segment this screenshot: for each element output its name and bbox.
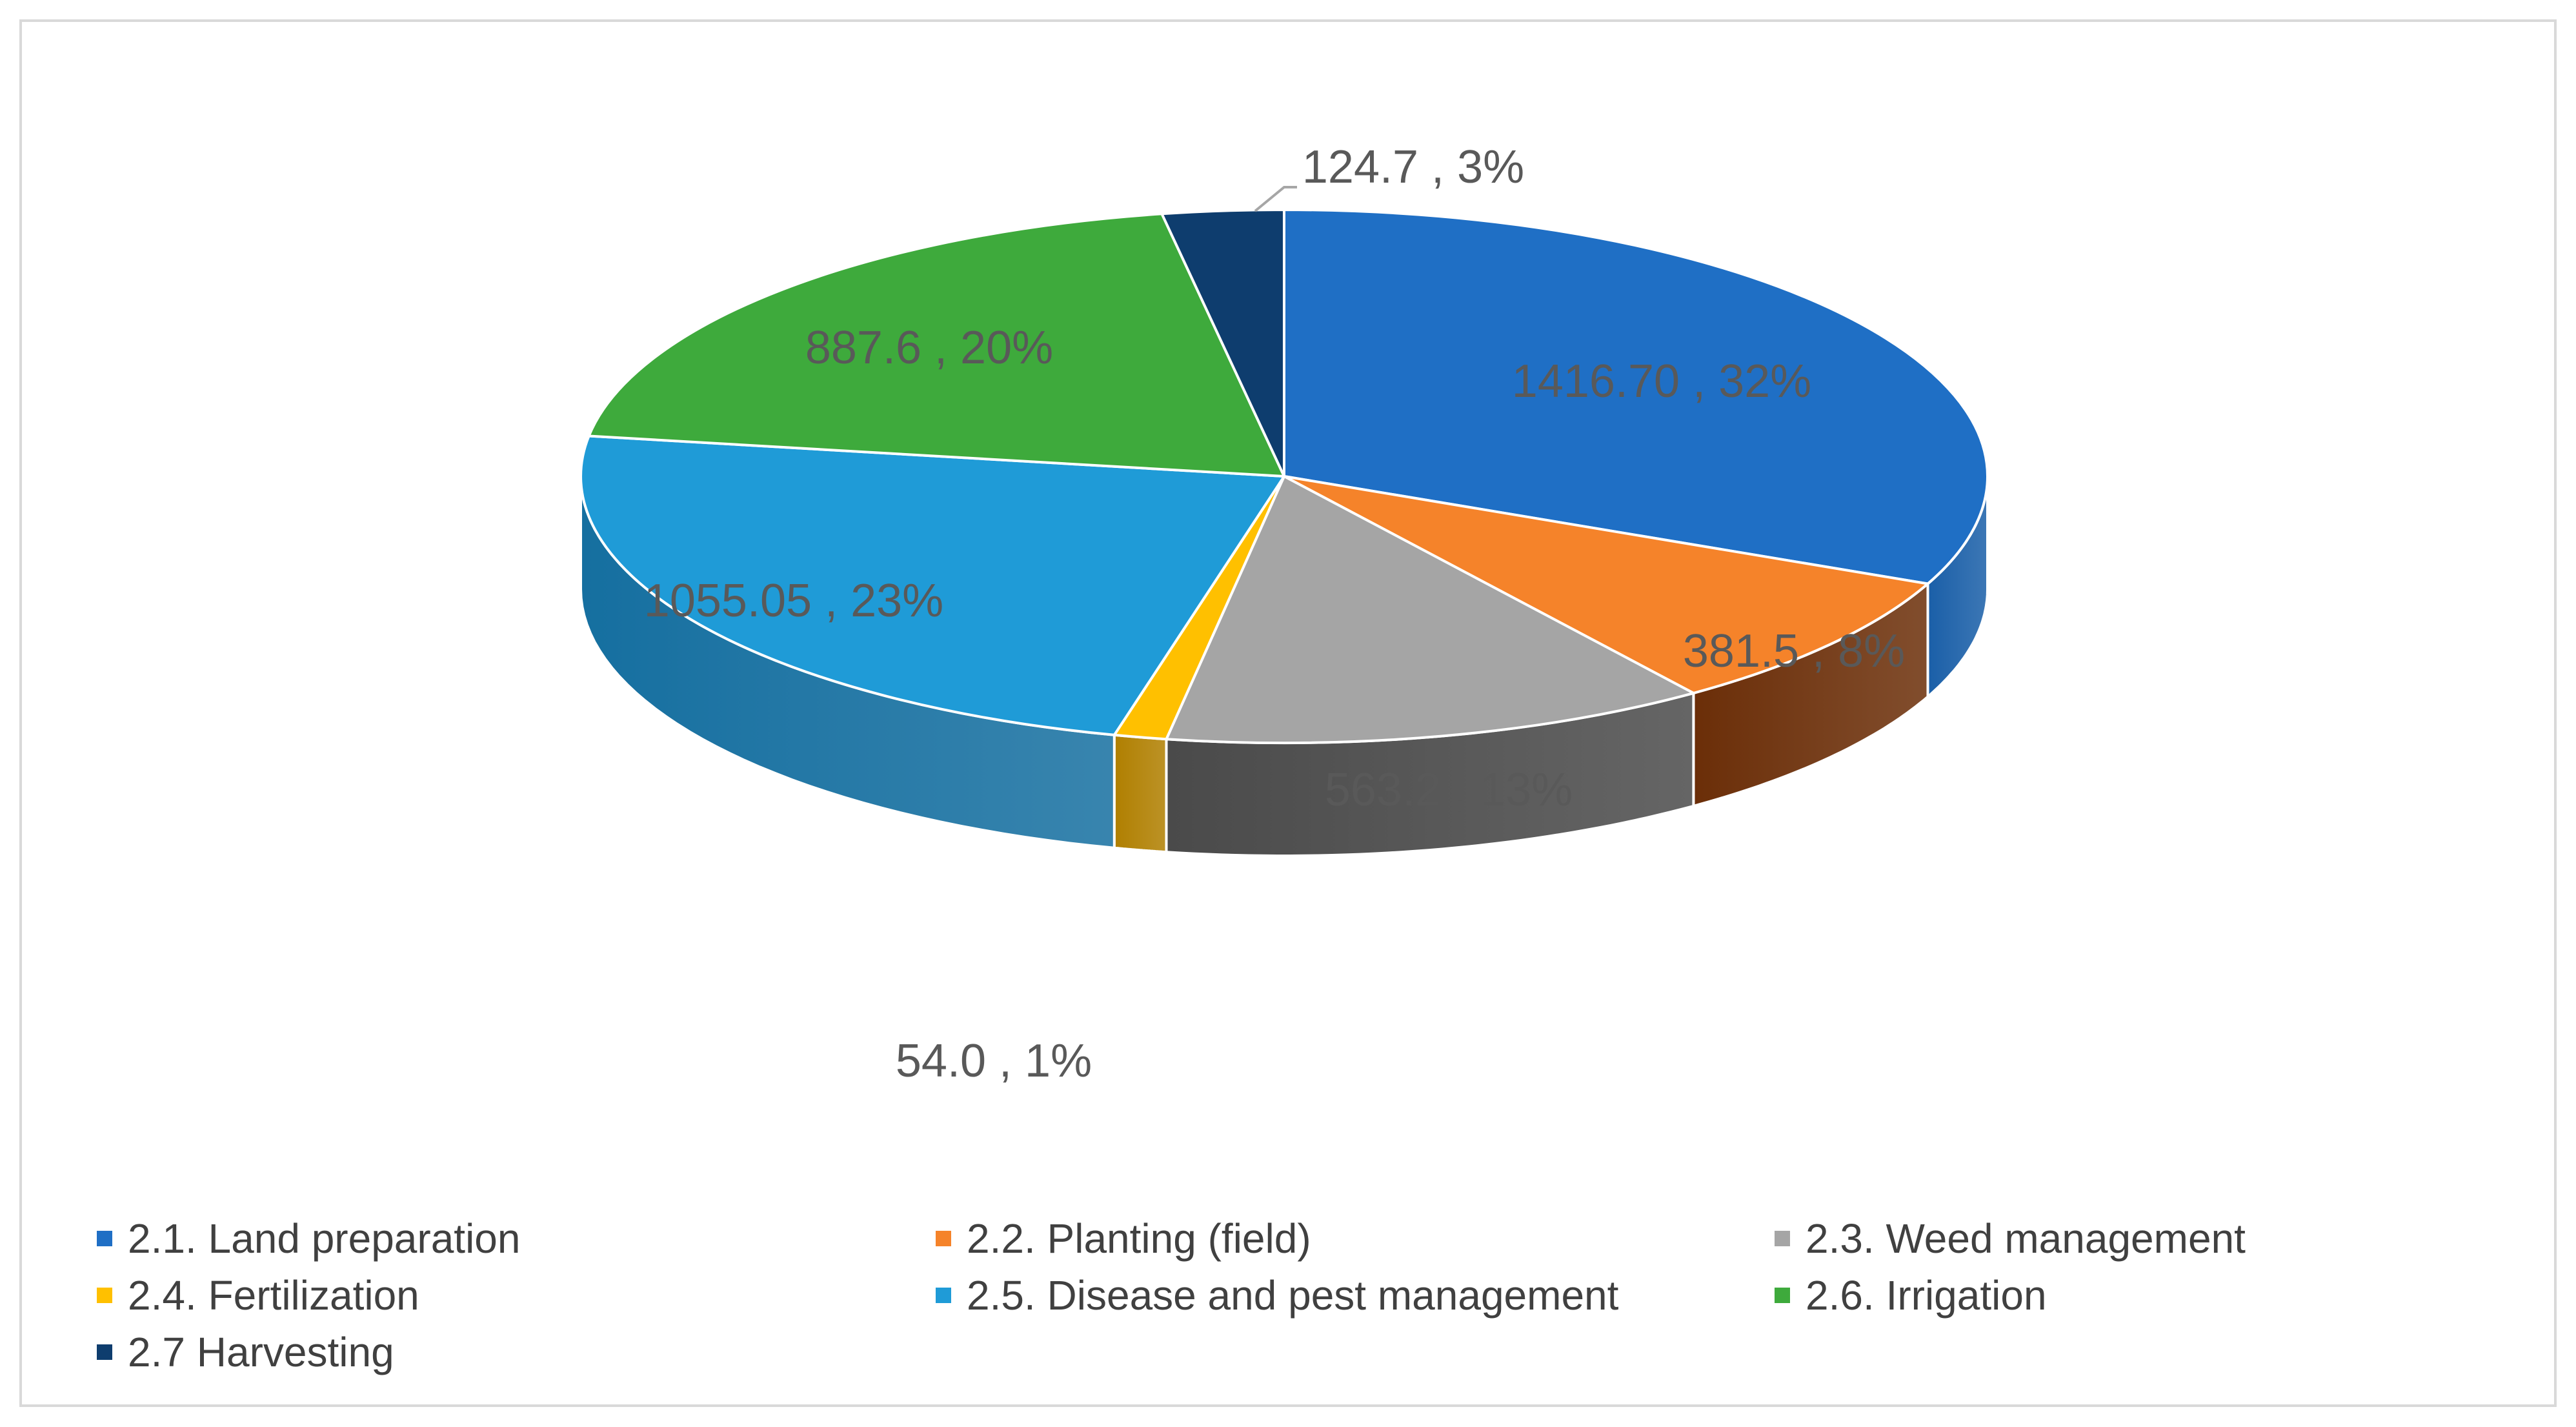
legend-swatch-1 (936, 1231, 951, 1246)
legend-item-6: 2.7 Harvesting (97, 1327, 936, 1377)
legend-item-4: 2.5. Disease and pest management (936, 1270, 1775, 1321)
legend-swatch-2 (1775, 1231, 1790, 1246)
pie-slice-2 (1165, 475, 1695, 745)
pie-slice-5 (587, 212, 1285, 478)
legend-label-0: 2.1. Land preparation (128, 1215, 521, 1262)
legend-label-3: 2.4. Fertilization (128, 1272, 419, 1319)
legend-label-6: 2.7 Harvesting (128, 1329, 394, 1375)
data-label-1: 381.5 , 8% (1683, 625, 1905, 677)
pie-slice-1 (1283, 475, 1929, 694)
legend-item-3: 2.4. Fertilization (97, 1270, 936, 1321)
legend-swatch-6 (97, 1344, 112, 1360)
pie-slice-6 (1160, 208, 1285, 478)
legend-label-2: 2.3. Weed management (1806, 1215, 2246, 1262)
data-label-6: 124.7 , 3% (1302, 141, 1524, 193)
pie-sides (579, 476, 1989, 857)
legend-swatch-5 (1775, 1288, 1790, 1303)
legend-item-5: 2.6. Irrigation (1775, 1270, 2484, 1321)
pie-tops (579, 208, 1989, 745)
legend-label-5: 2.6. Irrigation (1806, 1272, 2047, 1319)
data-label-2: 563.2 , 13% (1325, 764, 1573, 816)
legend-item-0: 2.1. Land preparation (97, 1213, 936, 1264)
legend-swatch-4 (936, 1288, 951, 1303)
pie-labels: 1416.70 , 32% 381.5 , 8% 563.2 , 13% 54.0 ,… (644, 141, 1905, 1087)
legend-swatch-3 (97, 1288, 112, 1303)
legend-label-1: 2.2. Planting (field) (967, 1215, 1311, 1262)
legend-item-2: 2.3. Weed management (1775, 1213, 2484, 1264)
legend-item-1: 2.2. Planting (field) (936, 1213, 1775, 1264)
data-label-5: 887.6 , 20% (805, 322, 1053, 374)
pie-slice-4 (579, 434, 1285, 736)
data-label-3: 54.0 , 1% (896, 1035, 1092, 1087)
leader-line-6 (1254, 186, 1297, 212)
data-label-4: 1055.05 , 23% (644, 575, 943, 627)
pie-chart: 1416.70 , 32% 381.5 , 8% 563.2 , 13% 54.0 ,… (579, 141, 1989, 1087)
legend-swatch-0 (97, 1231, 112, 1246)
pie-slice-0 (1283, 208, 1989, 585)
pie-side-3 (1112, 733, 1168, 854)
legend-label-4: 2.5. Disease and pest management (967, 1272, 1619, 1319)
data-label-0: 1416.70 , 32% (1512, 356, 1811, 407)
legend: 2.1. Land preparation 2.2. Planting (fiel… (97, 1213, 2484, 1377)
